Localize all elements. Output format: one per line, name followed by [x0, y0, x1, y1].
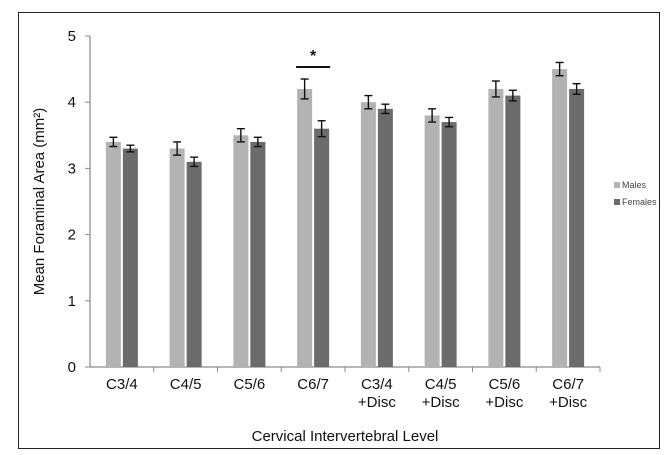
error-bar	[428, 108, 437, 123]
bar-group	[105, 141, 138, 367]
y-tick-label: 1	[68, 293, 76, 310]
annotations: *	[296, 48, 331, 69]
bar-males	[297, 88, 313, 368]
error-bars	[109, 61, 581, 168]
legend-swatch	[614, 199, 620, 205]
x-axis-title: Cervical Intervertebral Level	[252, 428, 439, 445]
x-category-label: +Disc	[485, 394, 523, 411]
x-category-label: +Disc	[358, 394, 396, 411]
error-bar	[555, 61, 564, 77]
y-tick-label: 0	[68, 359, 76, 376]
legend: Males Females	[614, 180, 657, 207]
y-tick-label: 4	[68, 94, 76, 111]
legend-label: Females	[622, 197, 657, 207]
bar-females	[314, 128, 330, 367]
error-bar	[508, 89, 517, 102]
bar-males	[233, 135, 249, 367]
bar-females	[250, 141, 266, 367]
x-category-label: C5/6	[234, 376, 266, 393]
error-bar	[364, 94, 373, 110]
bar-females	[186, 161, 202, 367]
axes	[85, 35, 601, 372]
error-bar	[300, 78, 309, 100]
y-axis-title: Mean Foraminal Area (mm²)	[31, 108, 48, 296]
x-category-label: C6/7	[297, 376, 329, 393]
y-tick-label: 2	[68, 227, 76, 244]
bar-group	[424, 115, 457, 367]
x-category-label: C4/5	[170, 376, 202, 393]
bar-group	[552, 69, 585, 368]
error-bar	[572, 82, 581, 95]
legend-item-males: Males	[614, 180, 647, 190]
x-category-label: +Disc	[422, 394, 460, 411]
x-category-label: C5/6	[489, 376, 521, 393]
error-bar	[236, 127, 245, 143]
x-category-label: C4/5	[425, 376, 457, 393]
bar-group	[169, 148, 202, 367]
bar-group	[297, 88, 330, 368]
x-category-label: C3/4	[361, 376, 393, 393]
legend-item-females: Females	[614, 197, 657, 207]
error-bar	[253, 136, 262, 148]
error-bar	[317, 120, 326, 138]
bar-females	[122, 148, 138, 367]
bar-group	[488, 88, 521, 368]
legend-swatch	[614, 182, 620, 188]
bar-group	[233, 135, 266, 367]
error-bar	[491, 80, 500, 98]
y-tick-label: 5	[68, 28, 76, 45]
bar-females	[505, 95, 521, 367]
bar-females	[441, 122, 457, 367]
x-category-label: C3/4	[106, 376, 138, 393]
x-category-label: C6/7	[552, 376, 584, 393]
x-category-labels: C3/4 C4/5 C5/6 C6/7 C3/4+DiscC4/5+DiscC5/6+D…	[106, 376, 588, 411]
error-bar	[445, 116, 454, 128]
error-bar	[381, 103, 390, 115]
y-tick-label: 3	[68, 160, 76, 177]
bar-females	[377, 108, 393, 367]
error-bar	[109, 136, 118, 148]
x-category-label: +Disc	[549, 394, 587, 411]
error-bar	[173, 141, 182, 156]
significance-marker: *	[296, 48, 331, 69]
error-bar	[190, 156, 199, 168]
bar-males	[552, 69, 568, 367]
error-bar	[126, 144, 135, 153]
bar-males	[169, 148, 185, 367]
bar-females	[569, 88, 585, 368]
bar-males	[360, 102, 376, 367]
bar-males	[105, 141, 121, 367]
legend-label: Males	[622, 180, 647, 190]
bar-group	[360, 102, 393, 367]
bars	[105, 69, 585, 368]
bar-males	[424, 115, 440, 367]
significance-asterisk: *	[310, 48, 317, 65]
y-tick-labels: 0 1 2 3 4 5	[68, 28, 76, 376]
bar-males	[488, 88, 504, 368]
